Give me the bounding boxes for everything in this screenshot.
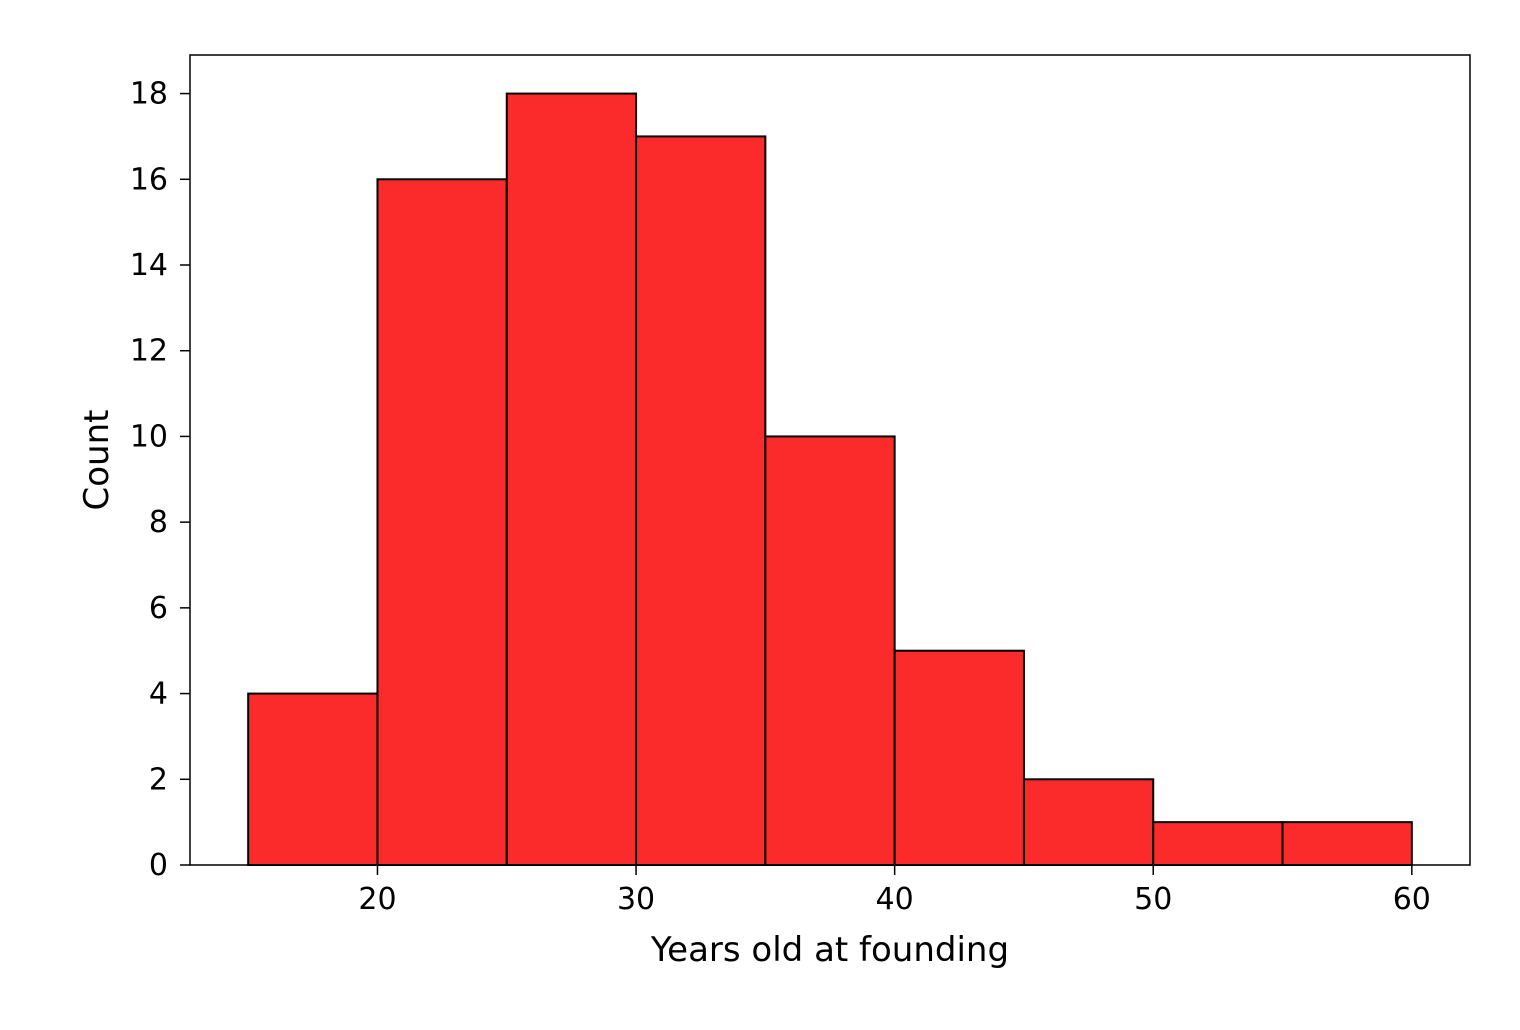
y-tick-label: 18 (130, 77, 168, 112)
y-tick-label: 0 (149, 848, 168, 883)
x-tick-label: 60 (1393, 882, 1431, 917)
histogram-bar (1283, 822, 1412, 865)
x-tick-label: 30 (617, 882, 655, 917)
y-tick-label: 12 (130, 334, 168, 369)
x-axis-label: Years old at founding (650, 930, 1009, 970)
y-tick-label: 16 (130, 162, 168, 197)
y-tick-label: 10 (130, 419, 168, 454)
y-axis-label: Count (77, 410, 117, 511)
y-tick-label: 8 (149, 505, 168, 540)
histogram-bar (1024, 779, 1153, 865)
y-tick-label: 2 (149, 762, 168, 797)
x-tick-label: 50 (1134, 882, 1172, 917)
histogram-bar (636, 136, 765, 865)
y-tick-label: 6 (149, 591, 168, 626)
y-tick-label: 4 (149, 677, 168, 712)
histogram-bar (1153, 822, 1282, 865)
histogram-bar (377, 179, 506, 865)
x-tick-label: 20 (358, 882, 396, 917)
histogram-bar (248, 694, 377, 865)
histogram-bar (507, 94, 636, 865)
y-tick-label: 14 (130, 248, 168, 283)
x-tick-label: 40 (876, 882, 914, 917)
histogram-chart: 20 30 40 50 60 0 2 4 6 8 10 12 14 16 18 Years old at fo… (0, 0, 1520, 1030)
chart-svg: 20 30 40 50 60 0 2 4 6 8 10 12 14 16 18 Years old at fo… (0, 0, 1520, 1030)
histogram-bar (895, 651, 1024, 865)
histogram-bar (765, 436, 894, 865)
